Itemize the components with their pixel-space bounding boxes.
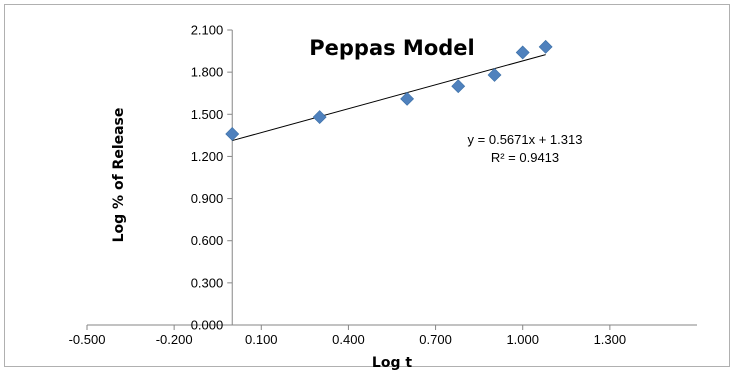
chart-area-border (4, 4, 730, 367)
x-tick-label: 1.300 (594, 332, 627, 347)
y-tick-label: 2.100 (191, 23, 224, 38)
data-point (487, 68, 502, 82)
y-tick-label: 0.000 (191, 318, 224, 333)
y-tick-label: 0.300 (191, 275, 224, 290)
r-squared-label: R² = 0.9413 (491, 150, 559, 165)
x-tick-label: -0.500 (69, 332, 106, 347)
tick-labels: -0.500 -0.200 0.100 0.400 0.700 1.000 1.300 0.0… (69, 23, 627, 348)
y-axis-title: Log % of Release (111, 108, 127, 243)
y-tick-label: 1.200 (191, 149, 224, 164)
y-tick-label: 0.900 (191, 191, 224, 206)
x-tick-label: 0.700 (419, 332, 452, 347)
x-tick-label: 1.000 (506, 332, 539, 347)
x-tick-label: 0.100 (245, 332, 278, 347)
chart-title: Peppas Model (309, 36, 474, 60)
trendline-group (232, 54, 546, 142)
data-point (538, 39, 553, 54)
data-point (451, 79, 466, 94)
data-point (515, 45, 530, 60)
x-tick-label: 0.400 (332, 332, 365, 347)
data-point (225, 127, 240, 141)
axes (86, 29, 697, 330)
y-tick-label: 0.600 (191, 233, 224, 248)
y-tick-label: 1.800 (191, 65, 224, 80)
y-tick-label: 1.500 (191, 107, 224, 122)
x-tick-label: -0.200 (156, 332, 193, 347)
x-axis-title: Log t (372, 355, 412, 371)
data-points (225, 39, 553, 141)
trendline-equation: y = 0.5671x + 1.313 (468, 132, 583, 147)
data-point (312, 110, 327, 125)
data-point (400, 91, 415, 106)
linear-trendline (232, 54, 546, 142)
